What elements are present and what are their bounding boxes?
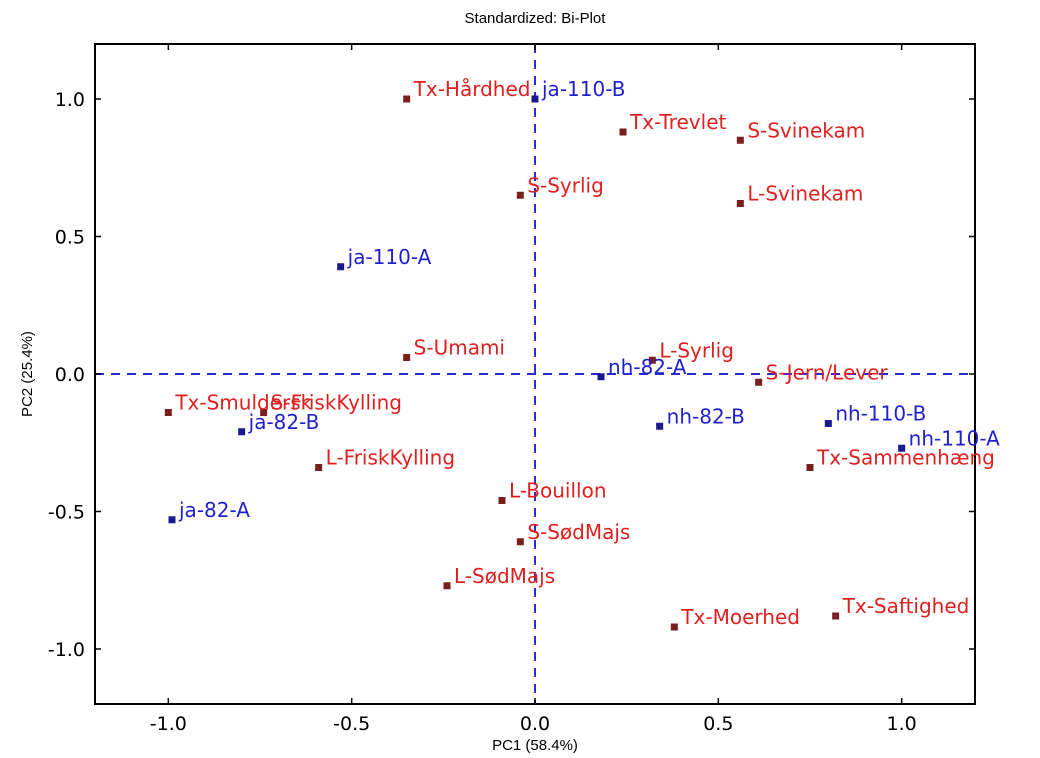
sample-point bbox=[337, 263, 345, 271]
attribute-label: L-Bouillon bbox=[509, 479, 607, 503]
sample-point bbox=[238, 428, 246, 436]
sample-label: nh-82-B bbox=[667, 404, 745, 428]
attribute-point bbox=[832, 612, 840, 620]
attribute-point bbox=[443, 582, 451, 590]
sample-label: nh-110-A bbox=[909, 426, 1001, 450]
attribute-point bbox=[806, 464, 814, 471]
attribute-point bbox=[755, 378, 763, 386]
attribute-point bbox=[498, 497, 506, 504]
y-tick-label: -0.5 bbox=[48, 502, 85, 524]
sample-point bbox=[898, 444, 906, 452]
x-axis-label: PC1 (58.4%) bbox=[492, 737, 578, 754]
sample-point bbox=[168, 516, 176, 524]
reference-lines bbox=[95, 44, 975, 704]
chart-title: Standardized: Bi-Plot bbox=[465, 10, 607, 27]
attribute-label: S-Svinekam bbox=[747, 118, 865, 142]
attribute-label: Tx-Smuldersk bbox=[174, 391, 312, 415]
attribute-point bbox=[736, 200, 744, 207]
sample-label: nh-82-A bbox=[608, 355, 687, 379]
sample-label: ja-110-B bbox=[541, 77, 625, 101]
attribute-label: S-Jern/Lever bbox=[766, 360, 889, 384]
attribute-label: Tx-Sammenhæng bbox=[816, 446, 995, 470]
attribute-label: Tx-Saftighed bbox=[842, 594, 970, 618]
sample-label: ja-110-A bbox=[347, 245, 432, 269]
axis-ticks: -1.0 -0.5 0.0 0.5 1.0 -1.0 -0.5 0.0 0.5 1.0 bbox=[48, 44, 975, 735]
x-tick-label: -1.0 bbox=[150, 713, 187, 735]
attribute-label: S-Syrlig bbox=[527, 173, 603, 197]
attribute-label: Tx-Trevlet bbox=[629, 110, 726, 134]
y-tick-label: 1.0 bbox=[55, 89, 85, 111]
attribute-point bbox=[516, 191, 524, 199]
attribute-point bbox=[403, 95, 411, 103]
attribute-label: Tx-Hårdhed bbox=[413, 77, 531, 101]
y-tick-label: -1.0 bbox=[48, 639, 85, 661]
x-tick-label: 0.0 bbox=[520, 713, 550, 735]
attribute-point bbox=[670, 623, 678, 631]
attribute-label: S-Umami bbox=[414, 336, 505, 360]
sample-point bbox=[824, 420, 832, 427]
attribute-label: L-Svinekam bbox=[747, 182, 863, 206]
data-markers bbox=[164, 95, 906, 631]
sample-point bbox=[597, 373, 605, 381]
attribute-label: L-Syrlig bbox=[659, 338, 734, 362]
attribute-point bbox=[315, 464, 323, 471]
attribute-label: Tx-Moerhed bbox=[680, 605, 800, 629]
y-tick-label: 0.5 bbox=[55, 227, 85, 249]
sample-label: nh-110-B bbox=[835, 402, 926, 426]
y-tick-label: 0.0 bbox=[55, 364, 85, 386]
attribute-label: L-SødMajs bbox=[454, 564, 555, 588]
sample-point bbox=[656, 422, 664, 430]
point-labels: ja-110-B ja-110-A nh-82-A nh-82-B nh-110-Bnh… bbox=[174, 77, 1000, 629]
sample-label: ja-82-A bbox=[178, 498, 250, 522]
attribute-label: S-FriskKylling bbox=[271, 391, 402, 415]
attribute-point bbox=[736, 136, 744, 144]
sample-point bbox=[531, 95, 539, 103]
attribute-point bbox=[516, 538, 524, 546]
x-tick-label: -0.5 bbox=[333, 713, 370, 735]
attribute-point bbox=[403, 354, 411, 361]
attribute-point bbox=[648, 356, 656, 364]
sample-label: ja-82-B bbox=[248, 410, 320, 434]
attribute-point bbox=[260, 409, 268, 416]
attribute-label: L-FriskKylling bbox=[326, 446, 455, 470]
attribute-label: S-SødMajs bbox=[527, 520, 630, 544]
attribute-point bbox=[164, 409, 172, 416]
x-tick-label: 1.0 bbox=[887, 713, 917, 735]
attribute-point bbox=[619, 128, 627, 136]
x-tick-label: 0.5 bbox=[703, 713, 733, 735]
y-axis-label: PC2 (25.4%) bbox=[19, 331, 36, 417]
